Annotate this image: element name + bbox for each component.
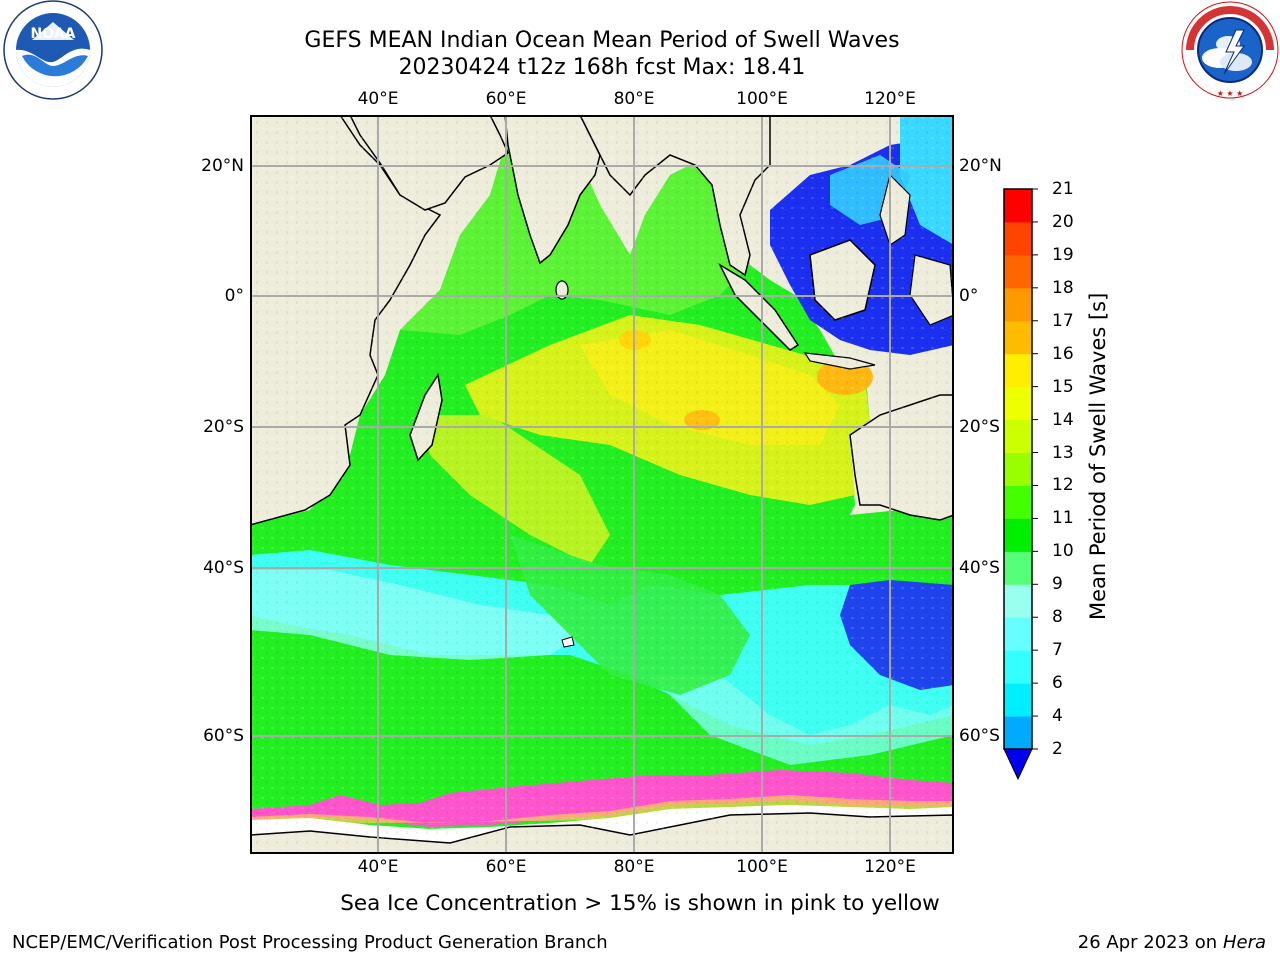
footer-date: 26 Apr 2023 on Hera [1078,932,1266,953]
colorbar-label: 14 [1052,409,1074,430]
lon-tick-top-4: 100°E [736,89,788,109]
lat-tick-right-2: 0° [959,286,979,306]
noaa-logo-text: NOAA [31,26,76,42]
colorbar-segment [1004,353,1032,388]
lon-tick-bottom-4: 100°E [736,857,788,877]
colorbar-label: 9 [1052,574,1063,595]
lon-tick-bottom-3: 80°E [613,857,655,877]
colorbar-segment [1004,584,1032,618]
colorbar-segment [1004,320,1032,355]
colorbar-title: Mean Period of Swell Waves [s] [1086,292,1110,620]
colorbar [1000,185,1040,785]
colorbar-segment [1004,189,1032,223]
lon-tick-bottom-2: 60°E [485,857,527,877]
graticule [250,115,954,854]
lat-tick-right-3: 20°S [959,417,1000,437]
colorbar-segment [1004,650,1032,684]
colorbar-label: 12 [1052,475,1074,496]
colorbar-label: 4 [1052,706,1063,727]
lon-tick-bottom-5: 120°E [864,857,916,877]
map-panel [250,115,954,854]
colorbar-label: 18 [1052,277,1074,298]
svg-text:★ ★ ★: ★ ★ ★ [1217,89,1244,98]
chart-title-line1: GEFS MEAN Indian Ocean Mean Period of Sw… [304,28,900,53]
lat-tick-left-1: 20°N [201,156,244,176]
colorbar-label: 17 [1052,310,1074,331]
colorbar-label: 8 [1052,607,1063,628]
colorbar-segment [1004,287,1032,322]
colorbar-label: 13 [1052,442,1074,463]
lon-tick-top-2: 60°E [485,89,527,109]
colorbar-segment [1004,452,1032,486]
colorbar-label: 19 [1052,244,1074,265]
lon-tick-top-3: 80°E [613,89,655,109]
lat-tick-right-4: 40°S [959,558,1000,578]
colorbar-segment [1004,221,1032,256]
footer-machine: Hera [1222,932,1266,953]
colorbar-segment [1004,419,1032,454]
colorbar-label: 15 [1052,376,1074,397]
lon-tick-bottom-1: 40°E [357,857,399,877]
footer-date-text: 26 Apr 2023 on [1077,932,1223,953]
lat-tick-left-2: 0° [224,286,244,306]
colorbar-segment [1004,617,1032,651]
colorbar-label: 7 [1052,640,1063,661]
lat-tick-left-4: 40°S [203,558,244,578]
colorbar-label: 6 [1052,673,1063,694]
lat-tick-right-5: 60°S [959,726,1000,746]
footer-credit: NCEP/EMC/Verification Post Processing Pr… [12,932,608,953]
lon-tick-top-1: 40°E [357,89,399,109]
sea-ice-note: Sea Ice Concentration > 15% is shown in … [340,891,940,916]
colorbar-segment [1004,551,1032,585]
colorbar-segment [1004,254,1032,289]
colorbar-segment [1004,386,1032,421]
colorbar-svg [1003,188,1038,781]
lon-tick-top-5: 120°E [864,89,916,109]
colorbar-segment [1004,485,1032,519]
colorbar-label: 2 [1052,739,1063,759]
map-svg [250,115,954,854]
colorbar-label: 20 [1052,211,1074,232]
colorbar-label: 21 [1052,179,1074,199]
colorbar-extend-triangle [1003,748,1033,781]
chart-title-line2: 20230424 t12z 168h fcst Max: 18.41 [398,55,806,80]
lat-tick-right-1: 20°N [959,156,1002,176]
colorbar-segment [1004,518,1032,552]
colorbar-label: 11 [1052,508,1074,529]
colorbar-label: 10 [1052,541,1074,562]
colorbar-label: 16 [1052,343,1074,364]
noaa-logo: NOAA [2,0,104,100]
lat-tick-left-3: 20°S [203,417,244,437]
nws-logo: ★ ★ ★ [1180,0,1280,100]
colorbar-segment [1004,683,1032,717]
colorbar-segment [1004,716,1032,750]
lat-tick-left-5: 60°S [203,726,244,746]
